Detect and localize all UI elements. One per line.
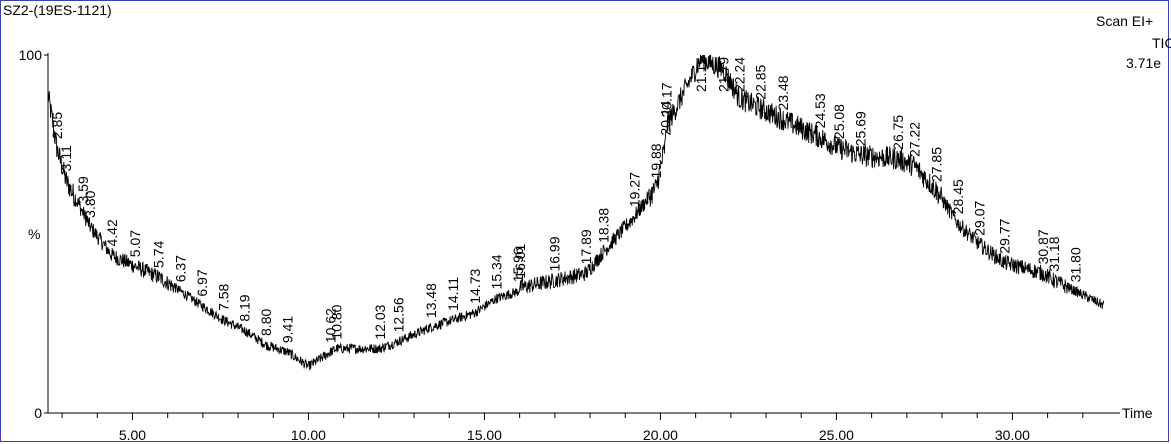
x-axis-label: Time — [1122, 405, 1153, 421]
peak-label: 22.24 — [731, 57, 747, 92]
peak-label: 8.19 — [237, 294, 253, 321]
peak-label: 22.85 — [753, 64, 769, 99]
peak-label: 29.07 — [972, 200, 988, 235]
peak-label: 19.88 — [648, 143, 664, 178]
x-tick-label: 15.00 — [467, 427, 502, 443]
peak-label: 2.85 — [49, 112, 65, 139]
peak-label: 23.48 — [775, 75, 791, 110]
peak-label: 27.85 — [929, 147, 945, 182]
peak-label: 13.48 — [423, 283, 439, 318]
peak-label: 24.53 — [812, 93, 828, 128]
y-axis-label: % — [28, 226, 40, 242]
peak-label: 17.89 — [578, 229, 594, 264]
x-tick-label: 25.00 — [819, 427, 854, 443]
peak-label: 25.08 — [831, 104, 847, 139]
peak-label: 16.01 — [512, 243, 528, 278]
peak-label: 3.59 — [75, 176, 91, 203]
y-tick-label: 0 — [34, 405, 42, 421]
peak-label: 30.87 — [1035, 229, 1051, 264]
peak-label: 12.56 — [391, 297, 407, 332]
peak-label: 10.62 — [322, 308, 338, 343]
peak-label: 21.15 — [693, 57, 709, 92]
x-tick-label: 10.00 — [291, 427, 326, 443]
peak-label: 25.69 — [853, 111, 869, 146]
peak-label: 8.80 — [258, 309, 274, 336]
peak-label: 31.80 — [1068, 247, 1084, 282]
peak-label: 16.99 — [546, 236, 562, 271]
peak-label: 18.38 — [595, 208, 611, 243]
peak-label: 20.14 — [657, 100, 673, 135]
peak-label: 14.73 — [467, 269, 483, 304]
peak-label: 12.03 — [372, 304, 388, 339]
peak-label: 5.74 — [151, 240, 167, 267]
peak-label: 14.11 — [445, 277, 461, 311]
peak-label: 15.34 — [488, 254, 504, 289]
peak-label: 5.07 — [127, 230, 143, 257]
peak-label: 27.22 — [907, 122, 923, 157]
x-tick-label: 30.00 — [995, 427, 1030, 443]
intensity-label: 3.71e — [1126, 55, 1162, 71]
peak-label: 28.45 — [950, 179, 966, 214]
peak-label: 7.58 — [215, 283, 231, 310]
peak-label: 20.17 — [658, 82, 674, 117]
peak-label: 26.75 — [890, 115, 906, 150]
peak-label: 21.79 — [715, 57, 731, 92]
peak-label: 3.11 — [58, 145, 74, 171]
x-tick-label: 5.00 — [119, 427, 146, 443]
peak-label: 9.41 — [280, 316, 296, 343]
y-tick-label: 100 — [19, 47, 43, 63]
peak-label: 19.27 — [627, 172, 643, 207]
peak-label: 6.97 — [194, 269, 210, 296]
trace-label: TIC — [1152, 35, 1171, 51]
peak-label: 10.80 — [329, 304, 345, 339]
scan-mode-label: Scan EI+ — [1096, 13, 1154, 29]
peak-label: 29.77 — [996, 218, 1012, 253]
peak-label: 4.42 — [104, 219, 120, 246]
peak-label: 6.37 — [173, 255, 189, 282]
x-tick-label: 20.00 — [643, 427, 678, 443]
peak-label: 15.96 — [510, 247, 526, 282]
sample-name: SZ2-(19ES-1121) — [3, 2, 112, 18]
tic-trace — [47, 54, 1105, 371]
peak-label: 3.80 — [82, 190, 98, 217]
peak-label: 31.18 — [1046, 236, 1062, 271]
